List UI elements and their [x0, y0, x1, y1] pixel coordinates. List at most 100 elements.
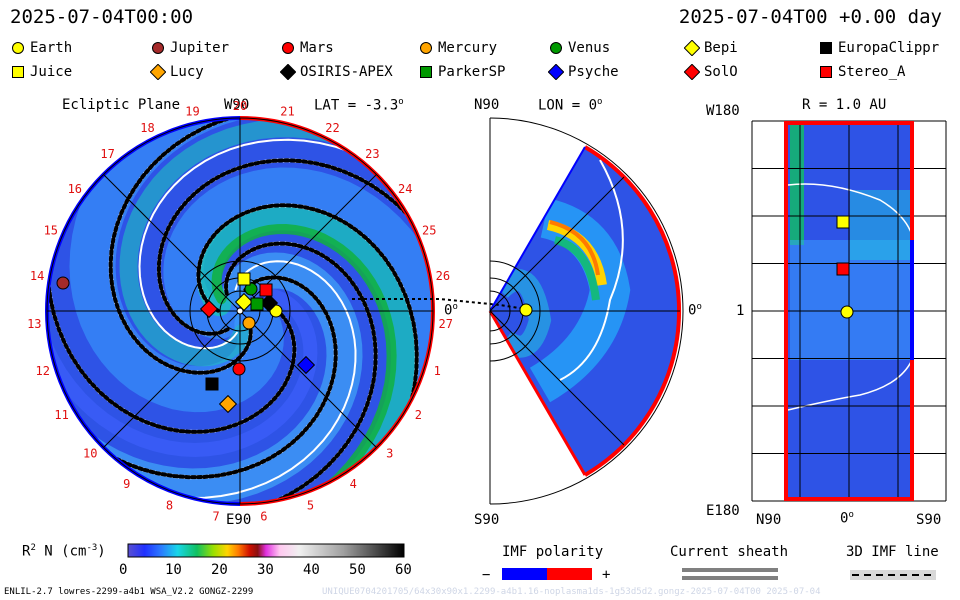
- marker-jupiter: [56, 276, 70, 290]
- radial-bottom-axis-zero: 0o: [840, 510, 854, 527]
- footer-run-id: UNIQUE0704201705/64x30x90x1.2299-a4b1.16…: [322, 587, 821, 597]
- legend-label: Lucy: [170, 64, 204, 80]
- hour-label-9: 9: [123, 477, 130, 491]
- ecliptic-title: Ecliptic Plane: [62, 97, 181, 113]
- legend-item-solo: SolO: [684, 64, 738, 80]
- marker-juice: [237, 272, 251, 286]
- radial-r-label: R = 1.0 AU: [802, 97, 887, 113]
- legend-item-osiris-apex: OSIRIS-APEX: [280, 64, 393, 80]
- circle-marker-icon: [12, 42, 24, 54]
- marker-venus: [244, 282, 258, 296]
- legend-label: EuropaClippr: [838, 40, 940, 56]
- legend-item-mars: Mars: [280, 40, 334, 56]
- current-sheath-title: Current sheath: [670, 544, 789, 560]
- hour-label-17: 17: [100, 147, 114, 161]
- hour-label-8: 8: [166, 499, 173, 513]
- radial-grid-line: [239, 310, 377, 448]
- legend-item-venus: Venus: [548, 40, 610, 56]
- radial-mid-left-label: 1: [736, 303, 745, 319]
- legend-label: Psyche: [568, 64, 619, 80]
- colorbar-tick-50: 50: [349, 562, 366, 578]
- meridional-right-label: 0o: [688, 302, 702, 319]
- legend-item-lucy: Lucy: [150, 64, 204, 80]
- colorbar-tick-20: 20: [211, 562, 228, 578]
- diamond-marker-icon: [150, 64, 166, 80]
- legend-item-earth: Earth: [10, 40, 72, 56]
- diamond-marker-icon: [280, 64, 296, 80]
- hour-label-2: 2: [415, 408, 422, 422]
- left-timestamp: 2025-07-04T00:00: [10, 6, 194, 28]
- hour-label-20: 20: [233, 99, 247, 113]
- ecliptic-bottom-label: E90: [226, 512, 252, 528]
- legend-item-europaclippr: EuropaClippr: [818, 40, 939, 56]
- marker-bepi: [234, 292, 254, 312]
- diamond-marker-icon: [684, 40, 700, 56]
- ecliptic-lat-label: LAT = -3.3o: [314, 97, 404, 114]
- hour-label-14: 14: [30, 269, 44, 283]
- mer-outer-ring: [489, 117, 684, 505]
- diamond-marker-icon: [684, 64, 700, 80]
- hour-label-15: 15: [44, 223, 58, 237]
- marker-stereo-a: [836, 262, 850, 276]
- current-sheath-bar-2: [682, 576, 778, 580]
- circle-marker-icon: [152, 42, 164, 54]
- marker-mercury: [242, 316, 256, 330]
- earth-connection-line: [352, 298, 526, 310]
- rad-band-cyan: [850, 190, 910, 260]
- square-marker-icon: [12, 66, 24, 78]
- hour-label-10: 10: [83, 446, 97, 460]
- imf-positive-bar: [547, 568, 592, 580]
- square-marker-icon: [420, 66, 432, 78]
- right-timestamp: 2025-07-04T00 +0.00 day: [678, 6, 942, 28]
- radial-grid-line: [103, 174, 241, 312]
- hour-label-13: 13: [27, 317, 41, 331]
- legend-item-stereo-a: Stereo_A: [818, 64, 905, 80]
- hour-label-23: 23: [365, 147, 379, 161]
- hour-label-1: 1: [434, 364, 441, 378]
- ecliptic-outer-ring: [46, 117, 434, 505]
- hour-label-24: 24: [398, 182, 412, 196]
- spacecraft-markers: [56, 215, 854, 414]
- radial-grid-line: [103, 310, 241, 448]
- hour-label-19: 19: [185, 105, 199, 119]
- meridional-edge-top: [489, 146, 586, 312]
- meridional-lon-label: LON = 0o: [538, 97, 603, 114]
- imf-negative-bar: [502, 568, 547, 580]
- meridional-edge-bottom: [488, 310, 587, 476]
- mer-diag-2: [489, 310, 625, 446]
- diamond-marker-icon: [548, 64, 564, 80]
- radial-bottom-left-label: E180: [706, 503, 740, 519]
- meridional-bottom-label: S90: [474, 512, 500, 528]
- imf-minus-label: −: [482, 567, 491, 583]
- hour-label-26: 26: [436, 269, 450, 283]
- legend-label: Bepi: [704, 40, 738, 56]
- circle-marker-icon: [550, 42, 562, 54]
- band-light-blue-2: [163, 167, 433, 504]
- mer-band-green: [553, 236, 600, 301]
- rad-sheath-2: [787, 359, 913, 411]
- hour-label-3: 3: [386, 446, 393, 460]
- ecliptic-right-label: 0o: [444, 302, 458, 319]
- legend-label: Juice: [30, 64, 73, 80]
- hour-label-18: 18: [140, 121, 154, 135]
- legend-item-psyche: Psyche: [548, 64, 619, 80]
- legend-item-bepi: Bepi: [684, 40, 738, 56]
- hour-label-6: 6: [260, 510, 267, 524]
- legend-item-juice: Juice: [10, 64, 72, 80]
- legend-label: Earth: [30, 40, 73, 56]
- meridional-panel: [488, 117, 684, 505]
- rad-sheath-1: [787, 183, 913, 236]
- radial-bottom-axis-n: N90: [756, 512, 782, 528]
- legend-label: Mercury: [438, 40, 498, 56]
- legend-label: Venus: [568, 40, 611, 56]
- imf-polarity-title: IMF polarity: [502, 544, 604, 560]
- hour-label-11: 11: [54, 408, 68, 422]
- legend-item-parkersp: ParkerSP: [418, 64, 505, 80]
- legend-label: OSIRIS-APEX: [300, 64, 393, 80]
- hour-label-16: 16: [68, 182, 82, 196]
- hour-label-21: 21: [280, 105, 294, 119]
- mer-band-orange: [549, 220, 600, 276]
- square-marker-icon: [820, 66, 832, 78]
